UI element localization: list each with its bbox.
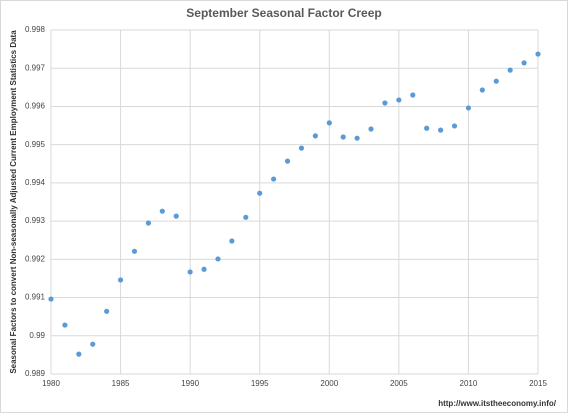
source-note: http://www.itstheeconomy.info/ (438, 399, 557, 408)
y-tick-label: 0.989 (25, 369, 46, 378)
point (76, 351, 82, 357)
point (535, 51, 541, 57)
point (257, 190, 263, 196)
point (493, 78, 499, 84)
y-tick-label: 0.993 (25, 216, 46, 225)
x-tick-label: 1980 (42, 379, 60, 388)
point (48, 296, 54, 302)
x-tick-label: 1995 (251, 379, 269, 388)
point (201, 266, 207, 272)
point (326, 120, 332, 126)
x-tick-label: 2015 (529, 379, 547, 388)
y-tick-label: 0.998 (25, 25, 46, 34)
point (145, 220, 151, 226)
x-tick-label: 2000 (320, 379, 338, 388)
point (131, 248, 138, 254)
chart-title: September Seasonal Factor Creep (186, 6, 381, 20)
point (298, 145, 305, 151)
point (479, 87, 485, 93)
y-tick-label: 0.992 (25, 254, 46, 263)
point (521, 60, 527, 66)
point (159, 208, 165, 214)
point (438, 127, 444, 133)
x-tick-label: 2010 (460, 379, 478, 388)
y-tick-label: 0.996 (25, 102, 46, 111)
point (271, 176, 277, 182)
point (243, 214, 249, 220)
point (284, 158, 291, 164)
point (90, 341, 96, 347)
point (104, 308, 110, 314)
y-tick-label: 0.995 (25, 140, 46, 149)
point (368, 126, 374, 132)
point (507, 67, 513, 73)
point (354, 135, 360, 141)
point (396, 97, 402, 103)
point (312, 133, 318, 139)
y-tick-label: 0.991 (25, 293, 46, 302)
y-tick-label: 0.997 (25, 63, 46, 72)
point (424, 125, 430, 131)
point (187, 269, 193, 275)
point (173, 213, 179, 219)
point (465, 105, 472, 111)
point (340, 134, 346, 140)
x-tick-label: 1990 (181, 379, 199, 388)
point (215, 256, 221, 262)
y-tick-label: 0.99 (29, 331, 45, 340)
y-tick-label: 0.994 (25, 178, 46, 187)
point (451, 123, 458, 129)
x-tick-label: 1985 (112, 379, 130, 388)
point (382, 100, 388, 106)
point (62, 322, 68, 328)
x-tick-label: 2005 (390, 379, 408, 388)
point (229, 238, 235, 244)
point (410, 92, 416, 98)
y-axis-label: Seasonal Factors to convert Non-seasonal… (9, 30, 18, 374)
point (117, 277, 124, 283)
